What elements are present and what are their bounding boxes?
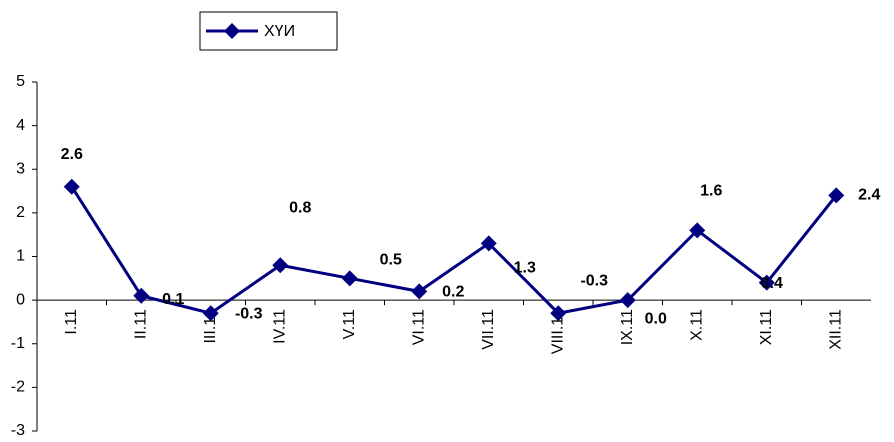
value-label: -0.3 — [235, 305, 263, 322]
value-label: 2.6 — [61, 146, 83, 163]
point-marker — [758, 274, 775, 291]
x-tick-label: XII.11 — [827, 309, 844, 350]
x-tick-label: I.11 — [63, 309, 80, 335]
y-tick-label: 0 — [16, 291, 25, 308]
value-label: 2.4 — [858, 187, 880, 204]
y-tick-label: 3 — [16, 160, 25, 177]
point-marker — [133, 287, 150, 304]
x-tick-label: VIII.11 — [549, 309, 566, 354]
point-marker — [550, 305, 567, 322]
value-label: 0.8 — [289, 199, 311, 216]
point-marker — [619, 292, 636, 309]
value-label: 1.3 — [514, 260, 536, 277]
x-tick-label: II.11 — [132, 309, 149, 339]
point-marker — [828, 187, 845, 204]
value-label: 0.5 — [380, 252, 402, 269]
y-tick-label: -2 — [11, 379, 25, 396]
x-tick-label: VI.11 — [410, 309, 427, 345]
point-marker — [480, 235, 497, 252]
value-label: 0.0 — [645, 310, 667, 327]
point-marker — [411, 283, 428, 300]
y-tick-label: 2 — [16, 204, 25, 221]
x-tick-label: VII.11 — [480, 309, 497, 350]
point-marker — [341, 270, 358, 287]
y-tick-label: -3 — [11, 422, 25, 439]
legend-label: ХҮИ — [264, 23, 295, 40]
value-label: 0.1 — [162, 291, 184, 308]
value-label: 1.6 — [700, 183, 722, 200]
x-tick-label: III.11 — [202, 309, 219, 343]
legend-marker — [224, 23, 240, 39]
y-tick-label: -1 — [11, 335, 25, 352]
x-tick-label: XI.11 — [758, 309, 775, 345]
point-marker — [63, 178, 80, 195]
x-tick-label: V.11 — [341, 309, 358, 339]
value-label: -0.3 — [580, 272, 608, 289]
point-marker — [202, 305, 219, 322]
value-label: 0.2 — [442, 284, 464, 301]
y-tick-label: 4 — [16, 117, 25, 134]
series-line — [70, 185, 838, 315]
point-marker — [272, 257, 289, 274]
x-tick-label: IX.11 — [619, 309, 636, 345]
y-tick-label: 5 — [16, 73, 25, 90]
value-label: 0.4 — [761, 275, 783, 292]
x-tick-label: IV.11 — [271, 309, 288, 344]
x-tick-label: X.11 — [688, 309, 705, 341]
point-marker — [689, 222, 706, 239]
y-tick-label: 1 — [16, 248, 25, 265]
